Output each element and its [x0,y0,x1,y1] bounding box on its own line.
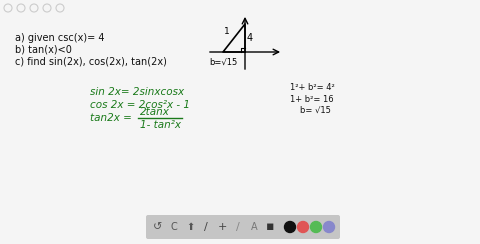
Text: 1+ b²= 16: 1+ b²= 16 [290,94,334,103]
Text: b=√15: b=√15 [209,58,237,67]
Text: b) tan(x)<0: b) tan(x)<0 [15,45,72,55]
Circle shape [311,222,322,233]
Text: sin 2x= 2sinxcosx: sin 2x= 2sinxcosx [90,87,184,97]
Text: 2tanx: 2tanx [140,107,170,117]
Text: c) find sin(2x), cos(2x), tan(2x): c) find sin(2x), cos(2x), tan(2x) [15,57,167,67]
Text: a) given csc(x)= 4: a) given csc(x)= 4 [15,33,105,43]
Text: ⬆: ⬆ [186,222,194,232]
Text: b= √15: b= √15 [300,105,331,114]
Text: C: C [170,222,178,232]
Text: tan2x =: tan2x = [90,113,132,123]
Text: 1²+ b²= 4²: 1²+ b²= 4² [290,83,335,92]
Text: A: A [251,222,257,232]
Text: 1: 1 [224,28,230,37]
Circle shape [298,222,309,233]
Text: 4: 4 [247,33,253,43]
Circle shape [285,222,296,233]
Text: /: / [204,222,208,232]
Text: ▪: ▪ [266,221,274,234]
Text: ↺: ↺ [153,222,163,232]
Text: cos 2x = 2cos²x - 1: cos 2x = 2cos²x - 1 [90,100,190,110]
Text: +: + [217,222,227,232]
Text: 1- tan²x: 1- tan²x [140,120,181,130]
Text: /: / [236,222,240,232]
Circle shape [324,222,335,233]
FancyBboxPatch shape [146,215,340,239]
